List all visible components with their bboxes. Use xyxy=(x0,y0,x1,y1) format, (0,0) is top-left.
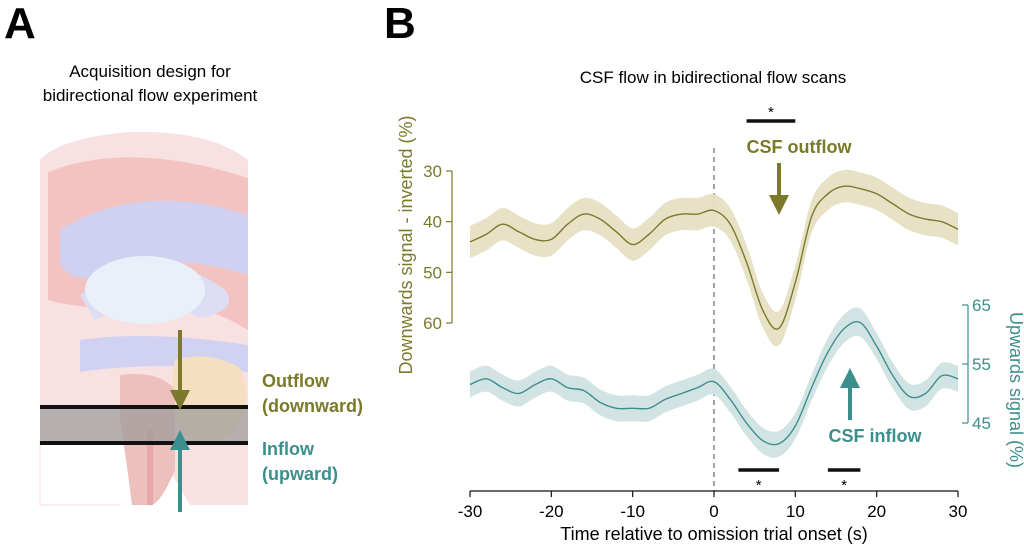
left-y-tick-label: 60 xyxy=(423,314,442,333)
x-tick-label: -20 xyxy=(539,502,564,521)
inflow-label-line1: Inflow xyxy=(262,439,315,459)
downwards-series-line xyxy=(469,185,959,330)
inflow-label-line2: (upward) xyxy=(262,464,338,484)
panel-a-title-line2: bidirectional flow experiment xyxy=(43,86,258,105)
upwards-error-band xyxy=(470,307,958,458)
left-y-tick-label: 30 xyxy=(423,162,442,181)
x-tick-label: 20 xyxy=(867,502,886,521)
plot-area: -30 -20 -10 0 10 20 30 Time relative to omissio… xyxy=(396,104,1024,544)
x-tick-label: 30 xyxy=(949,502,968,521)
panel-b-letter: B xyxy=(384,0,416,48)
significance-asterisk: * xyxy=(841,477,847,494)
left-y-tick-label: 50 xyxy=(423,263,442,282)
acquisition-slab xyxy=(40,407,248,443)
right-y-tick-label: 55 xyxy=(972,355,991,374)
right-y-tick-label: 45 xyxy=(972,414,991,433)
downwards-error-band xyxy=(470,169,958,347)
left-y-tick-label: 40 xyxy=(423,213,442,232)
panel-a-letter: A xyxy=(4,0,36,48)
csf-outflow-annotation: CSF outflow xyxy=(747,137,853,215)
significance-asterisk: * xyxy=(768,104,774,121)
csf-inflow-label: CSF inflow xyxy=(829,426,923,446)
csf-outflow-label: CSF outflow xyxy=(747,137,853,157)
chart-title: CSF flow in bidirectional flow scans xyxy=(580,68,846,87)
panel-b: B CSF flow in bidirectional flow scans -… xyxy=(384,0,1024,544)
x-axis-label: Time relative to omission trial onset (s… xyxy=(560,524,867,544)
significance-asterisk: * xyxy=(756,477,762,494)
left-y-axis-label: Downwards signal - inverted (%) xyxy=(396,115,416,374)
right-y-tick-label: 65 xyxy=(972,296,991,315)
x-tick-label: -30 xyxy=(458,502,483,521)
panel-a-title-line1: Acquisition design for xyxy=(69,62,231,81)
brain-illustration xyxy=(39,131,248,506)
x-tick-label: -10 xyxy=(620,502,645,521)
outflow-label-line1: Outflow xyxy=(262,371,330,391)
panel-a: A Acquisition design for bidirectional f… xyxy=(4,0,363,512)
upwards-series-line xyxy=(469,321,959,446)
x-tick-label: 10 xyxy=(786,502,805,521)
right-y-axis-label: Upwards signal (%) xyxy=(1006,312,1024,468)
csf-inflow-annotation: CSF inflow xyxy=(829,368,923,446)
x-tick-label: 0 xyxy=(709,502,718,521)
outflow-label-line2: (downward) xyxy=(262,396,363,416)
